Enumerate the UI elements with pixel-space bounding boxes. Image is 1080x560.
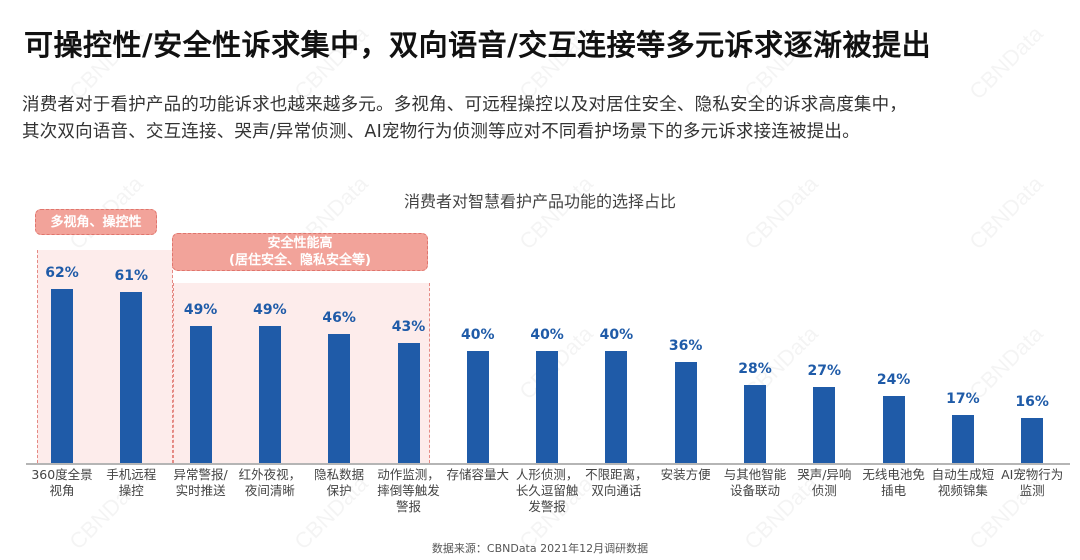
- category-label-line: 发警报: [528, 499, 566, 514]
- watermark-text: CBNData: [964, 171, 1048, 255]
- group-label-security: 安全性能高 (居住安全、隐私安全等): [172, 233, 428, 271]
- category-label-line: 自动生成短: [931, 467, 995, 482]
- bar-value-label: 46%: [322, 310, 356, 327]
- category-label: 自动生成短 视频锦集: [927, 467, 999, 499]
- bar: [120, 292, 143, 463]
- category-label: 人形侦测， 长久逗留触 发警报: [511, 467, 583, 515]
- data-source-note: 数据来源：CBNData 2021年12月调研数据: [431, 542, 649, 555]
- bar: [328, 334, 351, 463]
- watermark-text: CBNData: [514, 171, 598, 255]
- category-label-line: 夜间清晰: [244, 483, 295, 498]
- category-label: 异常警报/实时推送: [165, 467, 237, 499]
- category-label-line: 无线电池免: [862, 467, 925, 482]
- category-label-line: 操控: [118, 483, 144, 498]
- category-label: AI宠物行为 监测: [996, 467, 1068, 499]
- category-label-line: 视角: [49, 483, 75, 498]
- category-label: 安装方便: [650, 467, 722, 483]
- bar: [397, 342, 420, 463]
- category-label: 360度全景 视角: [26, 467, 98, 499]
- bar-value-label: 27%: [807, 363, 842, 380]
- category-label-line: 保护: [326, 483, 352, 498]
- category-label: 与其他智能 设备联动: [719, 467, 791, 499]
- category-label: 手机远程 操控: [95, 467, 167, 499]
- bar: [674, 362, 697, 463]
- category-label-line: 360度全景: [31, 467, 93, 482]
- bar: [51, 289, 73, 463]
- category-label-line: 长久逗留触: [515, 483, 579, 498]
- bar: [951, 415, 974, 463]
- category-label-line: 存储容量大: [446, 467, 510, 482]
- bar: [536, 351, 559, 463]
- bar: [882, 395, 905, 463]
- bar: [605, 351, 628, 463]
- group-highlight-security: [173, 283, 430, 463]
- category-label-line: 隐私数据: [314, 467, 365, 482]
- category-label: 红外夜视， 夜间清晰: [234, 467, 306, 499]
- bar-value-label: 28%: [738, 360, 772, 377]
- group-label-subtitle: (居住安全、隐私安全等): [229, 253, 371, 268]
- description-line-2: 其次双向语音、交互连接、哭声/异常侦测、AI宠物行为侦测等应对不同看护场景下的多…: [22, 122, 860, 142]
- category-label-line: 与其他智能: [723, 467, 787, 482]
- category-label: 隐私数据 保护: [303, 467, 375, 499]
- bar: [813, 387, 836, 463]
- bar-value-label: 24%: [876, 371, 911, 388]
- category-label-line: 红外夜视，: [238, 467, 302, 482]
- description-line-1: 消费者对于看护产品的功能诉求也越来越多元。多视角、可远程操控以及对居住安全、隐私…: [22, 95, 907, 115]
- category-label: 哭声/异响 侦测: [788, 467, 860, 499]
- category-label-line: 视频锦集: [937, 483, 988, 498]
- bar-value-label: 61%: [114, 268, 149, 285]
- bar: [258, 325, 281, 463]
- group-label-title: 安全性能高: [267, 236, 333, 251]
- bar: [1021, 418, 1044, 463]
- category-label-line: 实时推送: [175, 483, 226, 498]
- bar: [189, 325, 212, 463]
- category-label-line: 不限距离，: [585, 467, 648, 482]
- category-label: 无线电池免 插电: [858, 467, 930, 499]
- bar-value-label: 62%: [45, 265, 79, 282]
- category-label-line: 哭声/异响: [797, 467, 852, 482]
- bar-value-label: 40%: [599, 327, 634, 343]
- bar: [744, 384, 766, 463]
- category-label-line: 摔倒等触发: [377, 483, 440, 498]
- category-label-line: 插电: [881, 483, 907, 498]
- chart-title: 消费者对智慧看护产品功能的选择占比: [403, 192, 676, 211]
- category-label-line: 监测: [1019, 483, 1045, 498]
- x-axis-line: [26, 463, 1070, 465]
- bar-value-label: 17%: [946, 391, 980, 408]
- category-label-line: AI宠物行为: [1001, 467, 1064, 482]
- category-label-line: 侦测: [811, 483, 837, 498]
- watermark-text: CBNData: [739, 171, 823, 255]
- bar-value-label: 49%: [253, 301, 287, 318]
- category-label-line: 设备联动: [729, 483, 780, 498]
- bar-value-label: 16%: [1015, 394, 1049, 411]
- category-label-line: 安装方便: [660, 467, 711, 482]
- group-label-text: 多视角、操控性: [50, 214, 142, 230]
- category-label-line: 人形侦测，: [515, 467, 579, 482]
- bar-value-label: 36%: [668, 338, 703, 355]
- category-label-line: 手机远程: [106, 467, 157, 482]
- bar-value-label: 40%: [530, 327, 564, 343]
- bar-value-label: 49%: [183, 301, 218, 318]
- bar-value-label: 43%: [391, 318, 426, 335]
- category-label-line: 警报: [395, 499, 421, 514]
- group-label-multiview: 多视角、操控性: [35, 209, 157, 235]
- category-label-line: 双向通话: [591, 483, 642, 498]
- category-label: 存储容量大: [442, 467, 514, 483]
- description: 消费者对于看护产品的功能诉求也越来越多元。多视角、可远程操控以及对居住安全、隐私…: [22, 92, 1072, 146]
- page-title: 可操控性/安全性诉求集中，双向语音/交互连接等多元诉求逐渐被提出: [24, 28, 932, 62]
- category-label: 动作监测， 摔倒等触发 警报: [373, 467, 445, 515]
- category-label-line: 动作监测，: [377, 467, 440, 482]
- bar-value-label: 40%: [461, 327, 495, 343]
- bar: [466, 351, 489, 463]
- category-label-line: 异常警报/: [173, 467, 228, 482]
- category-label: 不限距离， 双向通话: [580, 467, 652, 499]
